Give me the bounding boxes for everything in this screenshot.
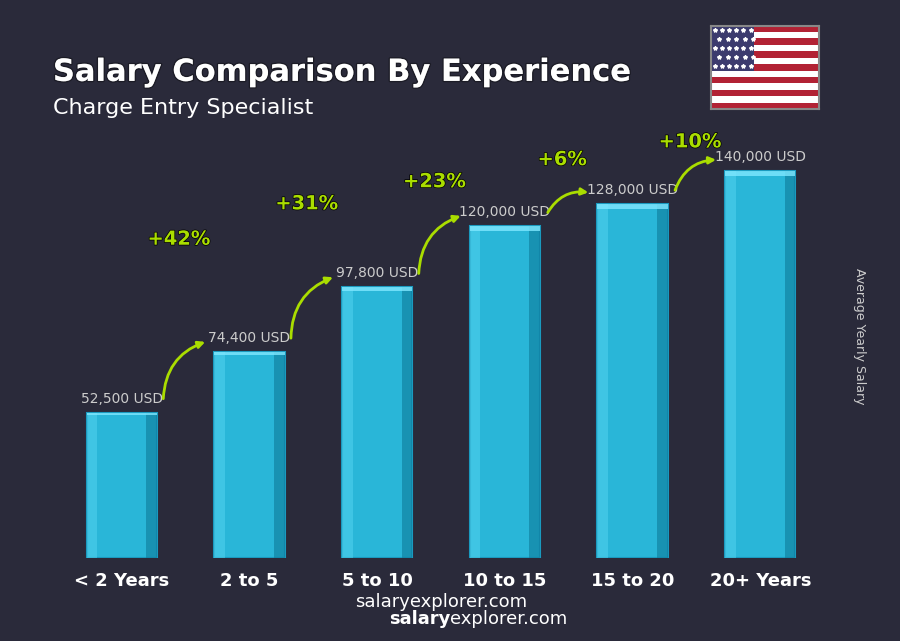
Bar	[470, 226, 540, 231]
Bar	[725, 171, 796, 558]
Bar	[401, 287, 412, 558]
Bar	[86, 413, 157, 558]
Bar	[711, 83, 819, 90]
Bar	[529, 226, 540, 558]
Text: 52,500 USD: 52,500 USD	[81, 392, 163, 406]
Text: 128,000 USD: 128,000 USD	[587, 183, 679, 197]
Text: 120,000 USD: 120,000 USD	[459, 205, 551, 219]
Bar	[598, 204, 668, 209]
Bar	[214, 352, 284, 558]
Bar	[711, 64, 819, 71]
Text: Charge Entry Specialist: Charge Entry Specialist	[53, 97, 313, 118]
Bar	[725, 171, 736, 558]
Bar	[146, 413, 157, 558]
Bar	[785, 171, 796, 558]
Text: salary: salary	[389, 610, 450, 628]
Bar	[725, 171, 796, 176]
Bar	[711, 26, 819, 32]
Bar	[274, 352, 284, 558]
Bar	[711, 58, 819, 64]
Text: +6%: +6%	[537, 150, 587, 169]
Bar	[342, 287, 412, 292]
Bar	[342, 287, 412, 558]
Text: +42%: +42%	[148, 229, 211, 249]
Text: 97,800 USD: 97,800 USD	[336, 267, 418, 280]
Bar	[342, 287, 353, 558]
Bar	[711, 38, 819, 45]
Text: +31%: +31%	[275, 194, 338, 213]
Bar	[598, 204, 668, 558]
Text: 74,400 USD: 74,400 USD	[208, 331, 291, 345]
Bar	[214, 352, 284, 355]
Text: Salary Comparison By Experience: Salary Comparison By Experience	[53, 58, 629, 87]
Text: explorer.com: explorer.com	[450, 610, 567, 628]
Bar	[711, 71, 819, 77]
Bar	[214, 352, 225, 558]
Bar	[711, 96, 819, 103]
Text: +10%: +10%	[659, 133, 722, 151]
Text: +23%: +23%	[403, 172, 466, 191]
Bar	[598, 204, 608, 558]
Bar	[86, 413, 97, 558]
Bar	[711, 45, 819, 51]
Bar	[470, 226, 540, 558]
Bar	[711, 90, 819, 96]
Bar	[711, 32, 819, 38]
Bar	[711, 26, 754, 71]
Bar	[711, 77, 819, 83]
Text: salaryexplorer.com: salaryexplorer.com	[355, 593, 527, 611]
Bar	[657, 204, 668, 558]
Bar	[711, 51, 819, 58]
Bar	[470, 226, 481, 558]
Text: 140,000 USD: 140,000 USD	[715, 150, 806, 163]
Bar	[86, 413, 157, 415]
Text: Average Yearly Salary: Average Yearly Salary	[853, 269, 866, 404]
Bar	[711, 103, 819, 109]
